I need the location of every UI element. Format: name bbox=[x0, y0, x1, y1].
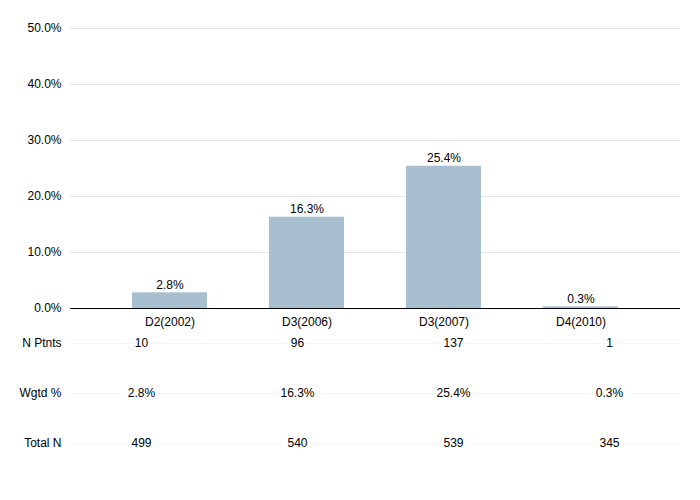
svg-text:Wgtd %: Wgtd % bbox=[19, 386, 61, 400]
svg-text:2.8%: 2.8% bbox=[128, 386, 156, 400]
svg-text:10: 10 bbox=[135, 338, 149, 350]
svg-text:20.0%: 20.0% bbox=[27, 189, 61, 203]
svg-text:0.3%: 0.3% bbox=[596, 386, 624, 400]
svg-text:0.0%: 0.0% bbox=[34, 301, 62, 315]
svg-text:16.3%: 16.3% bbox=[290, 202, 324, 216]
svg-text:345: 345 bbox=[599, 436, 619, 448]
svg-text:D3(2007): D3(2007) bbox=[419, 315, 469, 329]
svg-text:10.0%: 10.0% bbox=[27, 245, 61, 259]
svg-text:40.0%: 40.0% bbox=[27, 77, 61, 91]
svg-text:16.3%: 16.3% bbox=[280, 386, 314, 400]
svg-text:137: 137 bbox=[443, 338, 463, 350]
svg-text:D3(2006): D3(2006) bbox=[282, 315, 332, 329]
svg-text:25.4%: 25.4% bbox=[436, 386, 470, 400]
svg-text:30.0%: 30.0% bbox=[27, 133, 61, 147]
svg-text:50.0%: 50.0% bbox=[27, 21, 61, 35]
svg-text:16.3%: 16.3% bbox=[280, 386, 314, 400]
svg-text:D4(2010): D4(2010) bbox=[556, 315, 606, 329]
svg-text:540: 540 bbox=[287, 436, 307, 448]
svg-text:539: 539 bbox=[443, 436, 463, 448]
svg-text:25.4%: 25.4% bbox=[427, 151, 461, 165]
svg-text:539: 539 bbox=[443, 436, 463, 448]
svg-text:D2(2002): D2(2002) bbox=[145, 315, 195, 329]
svg-text:0.3%: 0.3% bbox=[567, 292, 595, 306]
svg-text:96: 96 bbox=[291, 338, 305, 350]
svg-text:25.4%: 25.4% bbox=[436, 386, 470, 400]
svg-text:N Ptnts: N Ptnts bbox=[22, 338, 61, 350]
svg-text:96: 96 bbox=[291, 338, 305, 350]
svg-text:2.8%: 2.8% bbox=[156, 278, 184, 292]
svg-text:0.3%: 0.3% bbox=[596, 386, 624, 400]
svg-text:345: 345 bbox=[599, 436, 619, 448]
svg-text:1: 1 bbox=[606, 338, 613, 350]
svg-text:499: 499 bbox=[131, 436, 151, 448]
svg-text:1: 1 bbox=[606, 338, 613, 350]
svg-text:10: 10 bbox=[135, 338, 149, 350]
svg-text:2.8%: 2.8% bbox=[128, 386, 156, 400]
svg-text:540: 540 bbox=[287, 436, 307, 448]
svg-text:499: 499 bbox=[131, 436, 151, 448]
svg-text:Total N: Total N bbox=[24, 436, 61, 448]
svg-text:137: 137 bbox=[443, 338, 463, 350]
